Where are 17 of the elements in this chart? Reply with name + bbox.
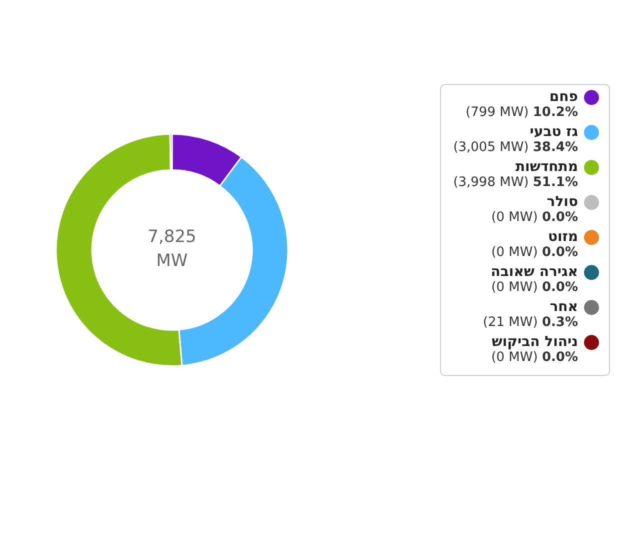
data-label: (3,005 MW) 38.4%: [453, 140, 578, 155]
data-label: (21 MW) 0.3%: [482, 315, 578, 330]
text: (0 MW) 0.0%: [491, 280, 578, 295]
legend-label: אחר: [550, 299, 578, 315]
legend-label: ניהול הביקוש: [492, 334, 578, 350]
legend-label: גז טבעי: [530, 124, 578, 140]
legend-label: סולר: [546, 194, 578, 210]
text: (0 MW) 0.0%: [491, 350, 578, 365]
text: 7,825 MW: [146, 226, 198, 273]
legend-label: מתחדשות: [515, 159, 578, 175]
text: (0 MW) 0.0%: [491, 245, 578, 260]
data-label: (799 MW) 10.2%: [466, 105, 578, 120]
legend-label: פחם: [549, 89, 578, 105]
data-label: (3,998 MW) 51.1%: [453, 175, 578, 190]
legend-label: אגירה שאובה: [490, 264, 578, 280]
text: (0 MW) 0.0%: [491, 210, 578, 225]
legend-label: מזוט: [548, 229, 578, 245]
